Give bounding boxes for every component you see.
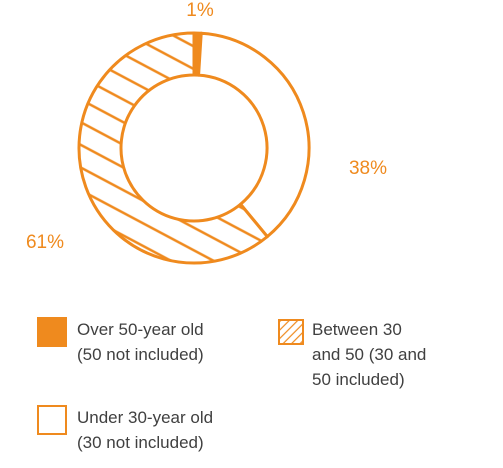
legend-swatch-outline — [37, 405, 67, 435]
legend-label-line: Under 30-year old — [77, 408, 214, 427]
legend-item-between-30-50: Between 30 and 50 (30 and 50 included) — [278, 317, 426, 392]
slice-percent-label: 1% — [186, 0, 214, 21]
legend-label-line: 50 included) — [312, 370, 405, 389]
legend-label-line: Between 30 — [312, 320, 402, 339]
legend-label-line: (50 not included) — [77, 345, 204, 364]
legend-label-line: Over 50-year old — [77, 320, 204, 339]
legend-item-over-50: Over 50-year old (50 not included) — [37, 317, 204, 367]
legend-swatch-hatch — [278, 319, 304, 345]
donut-slice — [197, 31, 311, 239]
donut-chart: 1% 38% 61% — [26, 0, 387, 265]
legend-label-line: (30 not included) — [77, 433, 204, 452]
donut-slice — [77, 31, 269, 265]
legend-label-line: and 50 (30 and — [312, 345, 427, 364]
legend-swatch-solid — [37, 317, 67, 347]
slice-percent-label: 38% — [349, 158, 387, 179]
legend-item-under-30: Under 30-year old (30 not included) — [37, 405, 213, 455]
slice-percent-label: 61% — [26, 232, 64, 253]
